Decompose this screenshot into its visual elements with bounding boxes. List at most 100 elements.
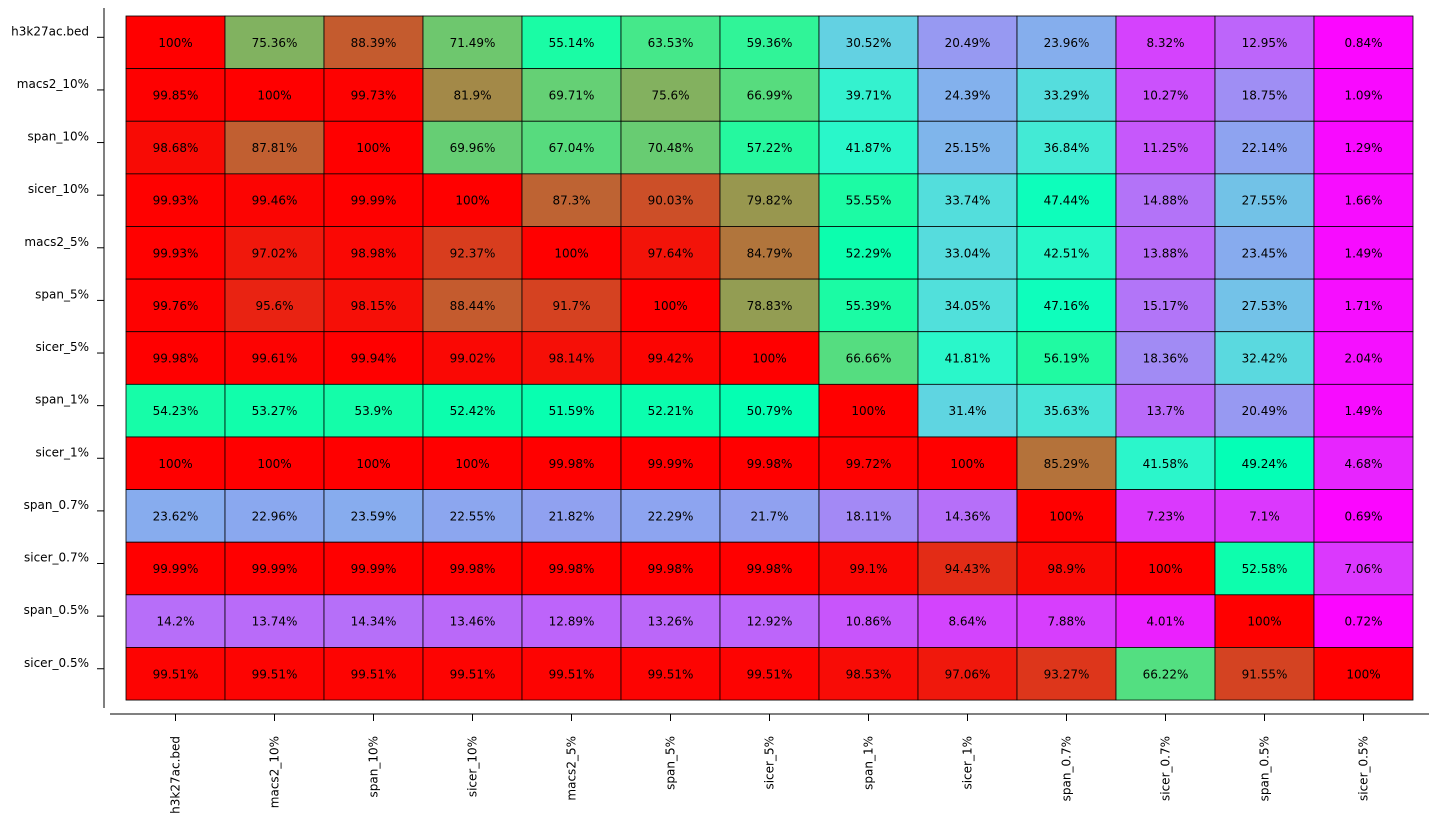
y-tick-label: sicer_10% xyxy=(28,182,89,196)
heatmap-cell xyxy=(917,278,1018,333)
cell-value-label: 52.42% xyxy=(450,404,496,418)
cell-value-label: 4.68% xyxy=(1344,457,1382,471)
heatmap-cell xyxy=(917,120,1018,175)
heatmap-cell xyxy=(818,68,919,122)
heatmap-cell xyxy=(1214,383,1315,438)
heatmap-cell xyxy=(1313,173,1414,227)
heatmap-cell xyxy=(1214,15,1315,70)
heatmap-cell xyxy=(1313,226,1414,280)
cell-value-label: 97.02% xyxy=(252,246,298,260)
cell-value-label: 30.52% xyxy=(846,36,892,50)
cell-value-label: 23.59% xyxy=(351,509,397,523)
heatmap-cell xyxy=(1115,383,1216,438)
cell-value-label: 33.29% xyxy=(1044,88,1090,102)
heatmap-cell xyxy=(323,173,424,227)
heatmap-cell xyxy=(917,489,1018,543)
cell-value-label: 0.69% xyxy=(1344,509,1382,523)
x-tick-label: sicer_5% xyxy=(763,736,777,790)
heatmap-cell xyxy=(323,489,424,543)
cell-value-label: 99.99% xyxy=(252,562,298,576)
heatmap-cell xyxy=(1313,647,1414,701)
heatmap-cell xyxy=(323,15,424,70)
cell-value-label: 99.98% xyxy=(450,562,496,576)
cell-value-label: 56.19% xyxy=(1044,352,1090,366)
cell-value-label: 84.79% xyxy=(747,246,793,260)
cell-value-label: 47.16% xyxy=(1044,299,1090,313)
cell-value-label: 100% xyxy=(752,352,786,366)
heatmap-cell xyxy=(917,436,1018,490)
cell-value-label: 99.98% xyxy=(153,352,199,366)
cell-value-label: 99.72% xyxy=(846,457,892,471)
cell-value-label: 99.98% xyxy=(549,562,595,576)
heatmap-cell xyxy=(1016,68,1117,122)
cell-value-label: 75.6% xyxy=(651,88,689,102)
heatmap-cell xyxy=(521,594,622,648)
cell-value-label: 67.04% xyxy=(549,141,595,155)
heatmap-cell xyxy=(1313,594,1414,648)
cell-value-label: 13.46% xyxy=(450,615,496,629)
heatmap-cell xyxy=(719,489,820,543)
cell-value-label: 14.36% xyxy=(945,509,991,523)
cell-value-label: 100% xyxy=(554,246,588,260)
cell-value-label: 99.99% xyxy=(153,562,199,576)
cell-value-label: 41.87% xyxy=(846,141,892,155)
cell-value-label: 35.63% xyxy=(1044,404,1090,418)
cell-value-label: 32.42% xyxy=(1242,352,1288,366)
heatmap-cell xyxy=(422,278,523,333)
cell-value-label: 33.74% xyxy=(945,194,991,208)
heatmap-cell xyxy=(818,489,919,543)
heatmap-axes: h3k27ac.bedmacs2_10%span_10%sicer_10%mac… xyxy=(11,8,1429,814)
heatmap-cell xyxy=(422,68,523,122)
heatmap-cell xyxy=(620,383,721,438)
heatmap-cell xyxy=(1016,647,1117,701)
cell-value-label: 1.49% xyxy=(1344,246,1382,260)
cell-value-label: 53.27% xyxy=(252,404,298,418)
heatmap-cell xyxy=(1214,278,1315,333)
cell-value-label: 99.51% xyxy=(252,667,298,681)
heatmap-cell xyxy=(1214,594,1315,648)
heatmap-cell xyxy=(1016,15,1117,70)
cell-value-label: 63.53% xyxy=(648,36,694,50)
heatmap-cell xyxy=(323,436,424,490)
cell-value-label: 8.64% xyxy=(948,615,986,629)
heatmap-cell xyxy=(1115,436,1216,490)
heatmap-cell xyxy=(917,541,1018,596)
cell-value-label: 18.75% xyxy=(1242,88,1288,102)
cell-value-label: 21.82% xyxy=(549,509,595,523)
cell-value-label: 12.95% xyxy=(1242,36,1288,50)
cell-value-label: 92.37% xyxy=(450,246,496,260)
heatmap-cell xyxy=(818,647,919,701)
cell-value-label: 99.99% xyxy=(351,194,397,208)
heatmap-cell xyxy=(422,541,523,596)
heatmap-cell xyxy=(323,226,424,280)
heatmap-cell xyxy=(1214,647,1315,701)
cell-value-label: 10.27% xyxy=(1143,88,1189,102)
heatmap-cell xyxy=(1214,436,1315,490)
cell-value-label: 79.82% xyxy=(747,194,793,208)
heatmap-cell xyxy=(1313,541,1414,596)
cell-value-label: 55.55% xyxy=(846,194,892,208)
cell-value-label: 1.66% xyxy=(1344,194,1382,208)
heatmap-cell xyxy=(818,173,919,227)
cell-value-label: 14.2% xyxy=(156,615,194,629)
cell-value-label: 66.22% xyxy=(1143,667,1189,681)
cell-value-label: 24.39% xyxy=(945,88,991,102)
heatmap-cell xyxy=(422,647,523,701)
cell-value-label: 99.98% xyxy=(648,562,694,576)
heatmap-cell xyxy=(1313,489,1414,543)
cell-value-label: 100% xyxy=(356,141,390,155)
heatmap-cell xyxy=(422,15,523,70)
cell-value-label: 7.1% xyxy=(1249,509,1280,523)
cell-value-label: 53.9% xyxy=(354,404,392,418)
heatmap-cell xyxy=(521,278,622,333)
heatmap-cell xyxy=(323,331,424,385)
heatmap-cell xyxy=(422,383,523,438)
cell-value-label: 100% xyxy=(851,404,885,418)
cell-value-label: 99.51% xyxy=(153,667,199,681)
cell-value-label: 99.85% xyxy=(153,88,199,102)
heatmap-cell xyxy=(917,594,1018,648)
heatmap-cell xyxy=(1214,120,1315,175)
heatmap-cell xyxy=(422,594,523,648)
cell-value-label: 55.39% xyxy=(846,299,892,313)
cell-value-label: 85.29% xyxy=(1044,457,1090,471)
